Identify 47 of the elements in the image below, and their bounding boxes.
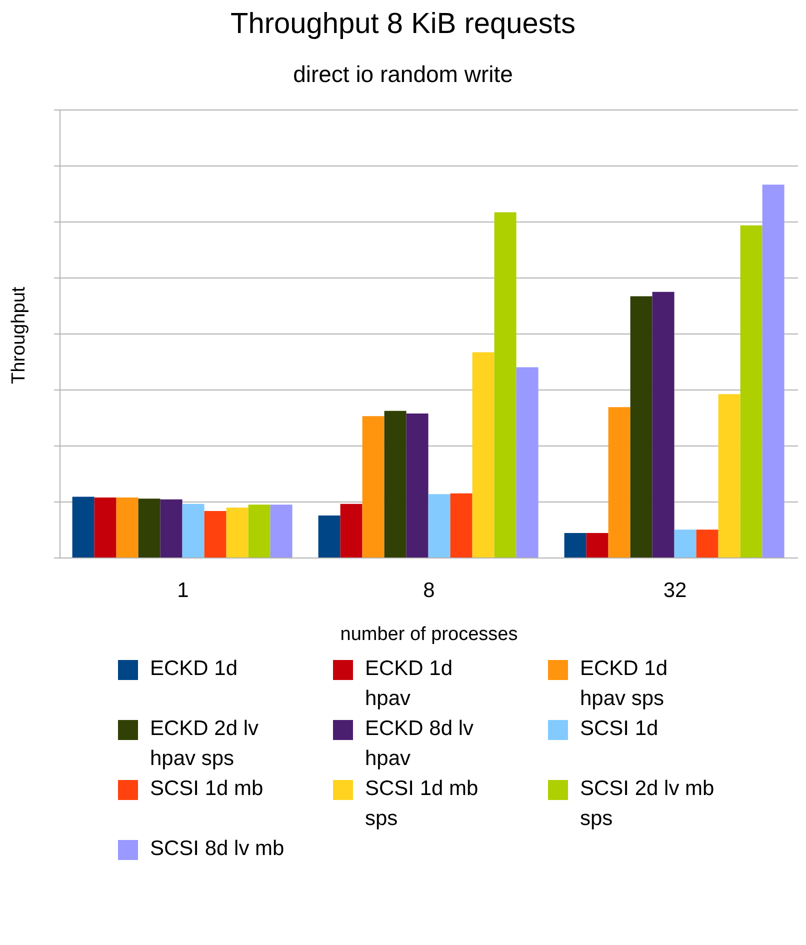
bar xyxy=(138,498,160,558)
bar xyxy=(608,407,630,558)
bar xyxy=(340,504,362,558)
x-tick-label: 1 xyxy=(177,578,189,602)
bar xyxy=(472,352,494,558)
bar xyxy=(160,499,182,558)
bar xyxy=(740,225,762,558)
chart-title: Throughput 8 KiB requests xyxy=(230,8,576,41)
chart-subtitle: direct io random write xyxy=(292,61,514,88)
bar xyxy=(762,184,784,558)
y-axis-title: Throughput xyxy=(8,286,30,384)
bar xyxy=(652,292,674,558)
bar xyxy=(718,394,740,558)
legend-label: SCSI 2d lv mb sps xyxy=(580,776,715,832)
legend-label: ECKD 1d hpav sps xyxy=(580,656,669,712)
legend-label: ECKD 8d lv hpav xyxy=(365,716,475,772)
bar xyxy=(494,212,516,558)
bar xyxy=(384,410,406,558)
x-tick-label: 8 xyxy=(423,578,435,602)
bar xyxy=(204,510,226,558)
x-axis-title: number of processes xyxy=(340,624,518,645)
bar xyxy=(248,504,270,558)
bar xyxy=(450,493,472,558)
bar xyxy=(318,515,340,558)
bar xyxy=(116,498,138,558)
bar xyxy=(630,296,652,558)
bar xyxy=(674,530,696,558)
legend-label: SCSI 8d lv mb xyxy=(150,836,285,862)
bar xyxy=(72,496,94,558)
bar xyxy=(226,508,248,558)
x-tick-label: 32 xyxy=(663,578,687,602)
bar xyxy=(516,367,538,558)
legend-label: ECKD 1d hpav xyxy=(365,656,454,712)
legend-label: ECKD 2d lv hpav sps xyxy=(150,716,260,772)
bar xyxy=(406,414,428,558)
bar xyxy=(182,504,204,558)
bar xyxy=(696,530,718,558)
legend-label: SCSI 1d mb sps xyxy=(365,776,480,832)
legend-label: ECKD 1d xyxy=(150,656,239,682)
bar xyxy=(270,504,292,558)
bar xyxy=(428,494,450,558)
legend-label: SCSI 1d mb xyxy=(150,776,264,802)
bar xyxy=(94,498,116,558)
bar xyxy=(362,416,384,558)
bar xyxy=(586,532,608,558)
bar xyxy=(564,532,586,558)
legend-label: SCSI 1d xyxy=(580,716,660,742)
